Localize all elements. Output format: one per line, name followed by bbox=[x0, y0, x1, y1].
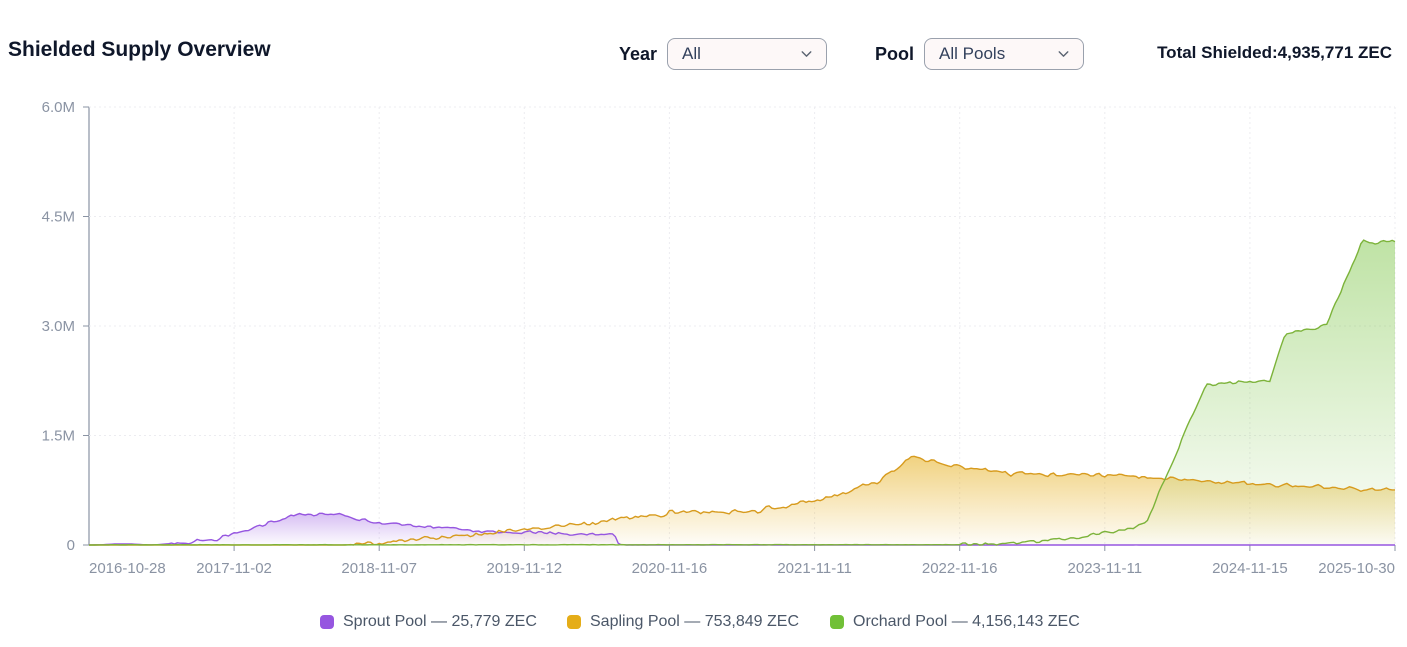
svg-text:1.5M: 1.5M bbox=[42, 428, 75, 445]
svg-text:2024-11-15: 2024-11-15 bbox=[1212, 560, 1288, 577]
svg-text:0: 0 bbox=[67, 537, 75, 554]
svg-text:6.0M: 6.0M bbox=[42, 99, 75, 116]
svg-text:2022-11-16: 2022-11-16 bbox=[922, 560, 998, 577]
svg-text:3.0M: 3.0M bbox=[42, 318, 75, 335]
svg-text:2021-11-11: 2021-11-11 bbox=[777, 560, 852, 577]
svg-text:2017-11-02: 2017-11-02 bbox=[196, 560, 272, 577]
svg-text:2018-11-07: 2018-11-07 bbox=[341, 560, 417, 577]
svg-text:2020-11-16: 2020-11-16 bbox=[632, 560, 708, 577]
svg-text:2023-11-11: 2023-11-11 bbox=[1068, 560, 1143, 577]
svg-text:2025-10-30: 2025-10-30 bbox=[1318, 560, 1395, 577]
svg-text:2019-11-12: 2019-11-12 bbox=[486, 560, 562, 577]
svg-text:4.5M: 4.5M bbox=[42, 209, 75, 226]
svg-text:2016-10-28: 2016-10-28 bbox=[89, 560, 166, 577]
